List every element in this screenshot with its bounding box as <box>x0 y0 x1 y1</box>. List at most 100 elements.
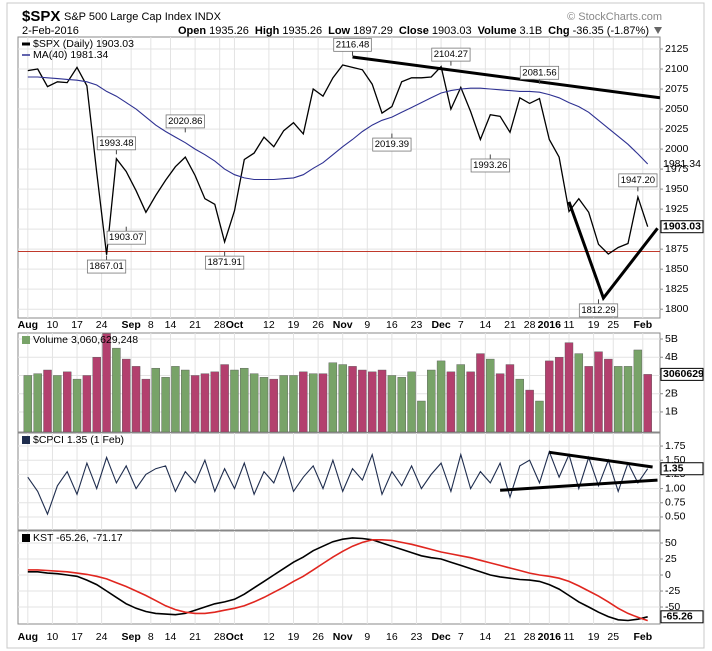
annotation-box <box>470 158 510 173</box>
annotation-label: 2020.86 <box>168 116 202 127</box>
y-tick-label: 1B <box>665 406 678 418</box>
y-tick-label: 1.00 <box>665 482 686 494</box>
volume-bar <box>604 358 613 432</box>
annotation-box <box>372 137 412 152</box>
annotation-box <box>96 136 136 151</box>
volume-bar <box>476 353 485 432</box>
annotation-label: 2019.39 <box>375 139 409 150</box>
trend-line <box>549 450 653 469</box>
y-tick-label: 2100 <box>665 63 689 75</box>
volume-bar <box>299 371 308 432</box>
volume-bar <box>564 342 574 432</box>
volume-bar <box>545 360 554 432</box>
quote-label: Close <box>399 25 429 37</box>
annotation-label: 1947.20 <box>621 175 655 186</box>
x-tick-label: 21 <box>504 319 516 331</box>
x-tick-label: 25 <box>607 319 619 331</box>
volume-bar <box>505 364 515 432</box>
volume-bar <box>456 364 465 432</box>
annotation-box <box>618 173 658 188</box>
volume-bar <box>387 375 397 432</box>
panel <box>17 530 661 625</box>
y-tick-label: 1950 <box>665 183 689 195</box>
x-tick-label: Sep <box>122 631 141 643</box>
x-tick-label: 10 <box>47 631 59 643</box>
x-tick-label: 28 <box>214 319 226 331</box>
volume-bar <box>43 369 52 432</box>
volume-bar <box>171 366 180 432</box>
value-tag-box <box>660 367 704 381</box>
volume-bar <box>574 353 584 432</box>
x-tick-label: Aug <box>18 631 38 643</box>
volume-bar <box>259 377 269 432</box>
legend-label: $CPCI 1.35 (1 Feb) <box>33 434 124 446</box>
volume-bar <box>161 377 170 432</box>
volume-bar <box>141 378 151 432</box>
x-tick-label: Oct <box>226 631 244 643</box>
annotation-box <box>106 230 146 245</box>
x-tick-label: 19 <box>588 631 600 643</box>
quote-value: 1897.29 <box>353 25 393 37</box>
x-tick-label: 14 <box>480 631 492 643</box>
x-tick-label: 14 <box>165 319 177 331</box>
volume-bar <box>436 360 446 432</box>
quote-value: 1903.03 <box>432 25 472 37</box>
volume-bar <box>594 351 603 432</box>
y-tick-label: 2000 <box>665 143 689 155</box>
quote-value: 1935.26 <box>282 25 322 37</box>
x-tick-label: 10 <box>47 319 59 331</box>
x-tick-label: Oct <box>226 319 244 331</box>
volume-bar <box>53 375 62 432</box>
x-tick-label: Dec <box>431 319 450 331</box>
volume-bar <box>210 371 219 432</box>
volume-bar <box>427 369 436 432</box>
volume-bar <box>122 358 131 432</box>
annotation-label: 1812.29 <box>581 305 615 316</box>
volume-bar <box>584 366 593 432</box>
x-tick-label: Aug <box>18 319 38 331</box>
x-tick-label: 23 <box>411 631 423 643</box>
volume-bar <box>33 373 42 432</box>
x-tick-label: 21 <box>504 631 516 643</box>
legend-swatch <box>22 436 30 444</box>
value-tag: 1.35 <box>663 463 684 475</box>
plot-area <box>18 55 660 302</box>
value-tag: 3060629 <box>663 368 704 380</box>
volume-bar <box>446 371 456 432</box>
annotation-box <box>333 37 372 52</box>
x-tick-label: 16 <box>386 631 398 643</box>
x-tick-label: Nov <box>333 631 353 643</box>
x-tick-label: 25 <box>607 631 619 643</box>
quote-label: Open <box>178 25 206 37</box>
x-tick-label: Feb <box>633 319 652 331</box>
volume-bar <box>613 366 623 432</box>
x-tick-label: 19 <box>288 631 300 643</box>
volume-bar <box>328 362 338 432</box>
x-tick-label: 11 <box>564 631 575 643</box>
volume-bar <box>249 373 259 432</box>
volume-bar <box>643 374 652 432</box>
x-tick-label: 17 <box>71 319 83 331</box>
series-line <box>27 450 649 516</box>
series-line <box>27 76 649 181</box>
volume-bar <box>633 349 643 432</box>
volume-bar <box>318 373 328 432</box>
annotation-label: 2081.56 <box>522 67 556 78</box>
credit: © StockCharts.com <box>567 11 662 23</box>
date: 2-Feb-2016 <box>22 25 79 37</box>
volume-bar <box>397 377 406 432</box>
panel <box>17 432 661 531</box>
volume-bar <box>102 333 111 432</box>
y-tick-label: 0.75 <box>665 497 686 509</box>
volume-bar <box>554 357 564 432</box>
y-tick-label: 2075 <box>665 83 689 95</box>
quote-label: Chg <box>548 25 569 37</box>
volume-bar <box>486 358 495 432</box>
value-tag: -65.26 <box>663 611 693 623</box>
legend-label: KST -65.26, <box>33 532 89 544</box>
y-tick-label: -50 <box>665 601 680 613</box>
y-tick-label: 25 <box>665 553 677 565</box>
volume-bar <box>279 375 288 432</box>
x-tick-label: 7 <box>458 319 464 331</box>
quote-label: Low <box>328 25 350 37</box>
